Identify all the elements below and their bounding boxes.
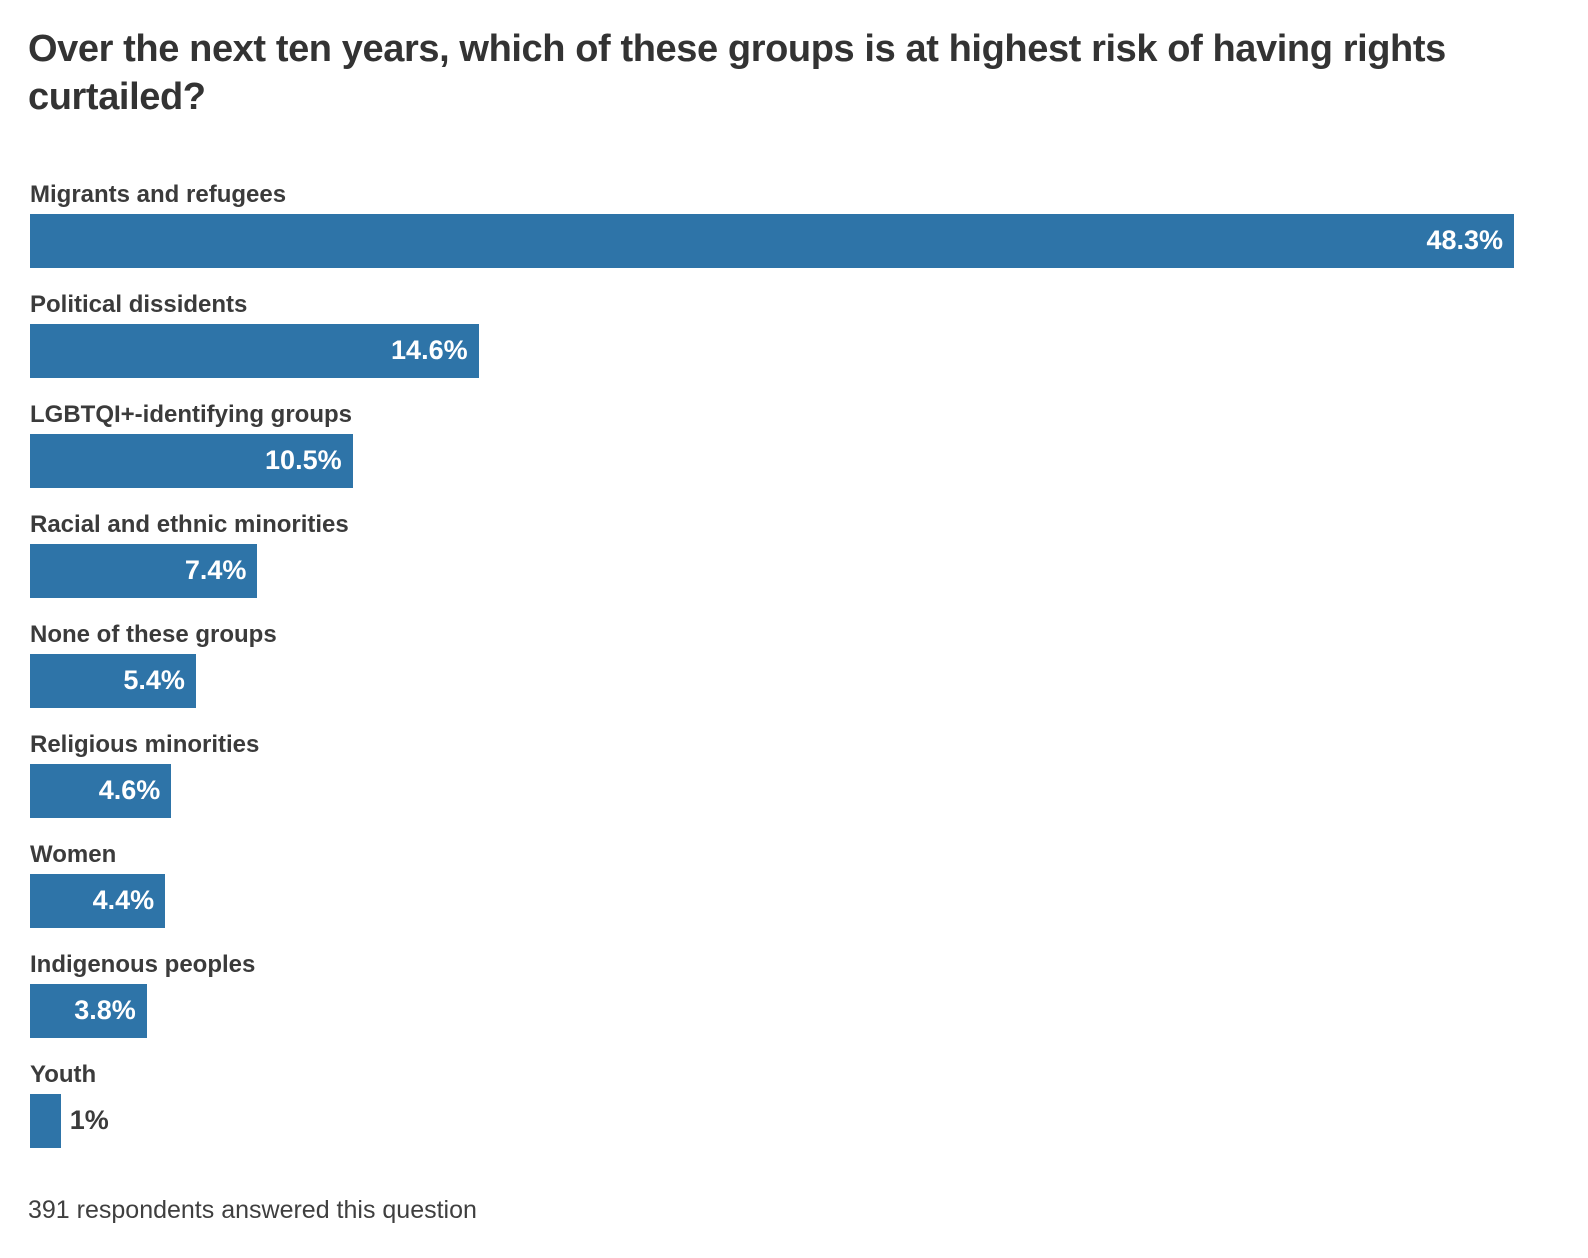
bar: 7.4% — [30, 543, 258, 598]
category-label: Migrants and refugees — [30, 180, 287, 208]
bar-track: 1% — [30, 1093, 1514, 1148]
bar — [30, 1093, 61, 1148]
category-label: None of these groups — [30, 620, 277, 648]
value-label: 7.4% — [184, 555, 247, 586]
category-label: Indigenous peoples — [30, 950, 256, 978]
bar: 4.4% — [30, 873, 166, 928]
value-label: 48.3% — [1426, 225, 1503, 256]
bar: 14.6% — [30, 323, 479, 378]
bar-track: 7.4% — [30, 543, 1514, 598]
respondents-note: 391 respondents answered this question — [28, 1195, 477, 1224]
bar-row: Women 4.4% — [30, 840, 1560, 928]
bar: 5.4% — [30, 653, 196, 708]
category-label: Women — [30, 840, 117, 868]
value-label: 5.4% — [123, 665, 185, 696]
category-label: Religious minorities — [30, 730, 260, 758]
bar: 4.6% — [30, 763, 172, 818]
bar-track: 5.4% — [30, 653, 1514, 708]
value-label: 10.5% — [265, 445, 342, 476]
bar-track: 14.6% — [30, 323, 1514, 378]
bar-track: 48.3% — [30, 213, 1514, 268]
chart-title: Over the next ten years, which of these … — [28, 28, 1446, 118]
bar-track: 3.8% — [30, 983, 1514, 1038]
bar-row: Youth 1% — [30, 1060, 1560, 1148]
category-label: Political dissidents — [30, 290, 248, 318]
bar: 10.5% — [30, 433, 353, 488]
value-label: 1% — [69, 1105, 109, 1136]
value-label: 14.6% — [391, 335, 468, 366]
bar-chart: Migrants and refugees 48.3% Political di… — [30, 180, 1560, 1148]
bar-row: Political dissidents 14.6% — [30, 290, 1560, 378]
bar-row: Indigenous peoples 3.8% — [30, 950, 1560, 1038]
bar-row: Migrants and refugees 48.3% — [30, 180, 1560, 268]
category-label: Youth — [30, 1060, 97, 1088]
bar-row: None of these groups 5.4% — [30, 620, 1560, 708]
value-label: 4.6% — [98, 775, 161, 806]
bar-track: 10.5% — [30, 433, 1514, 488]
category-label: Racial and ethnic minorities — [30, 510, 349, 538]
value-label: 3.8% — [74, 995, 136, 1026]
bar-row: Racial and ethnic minorities 7.4% — [30, 510, 1560, 598]
value-label: 4.4% — [92, 885, 155, 916]
bar-row: Religious minorities 4.6% — [30, 730, 1560, 818]
category-label: LGBTQI+-identifying groups — [30, 400, 352, 428]
bar: 3.8% — [30, 983, 147, 1038]
bar: 48.3% — [30, 213, 1514, 268]
bar-track: 4.4% — [30, 873, 1514, 928]
bar-row: LGBTQI+-identifying groups 10.5% — [30, 400, 1560, 488]
bar-track: 4.6% — [30, 763, 1514, 818]
